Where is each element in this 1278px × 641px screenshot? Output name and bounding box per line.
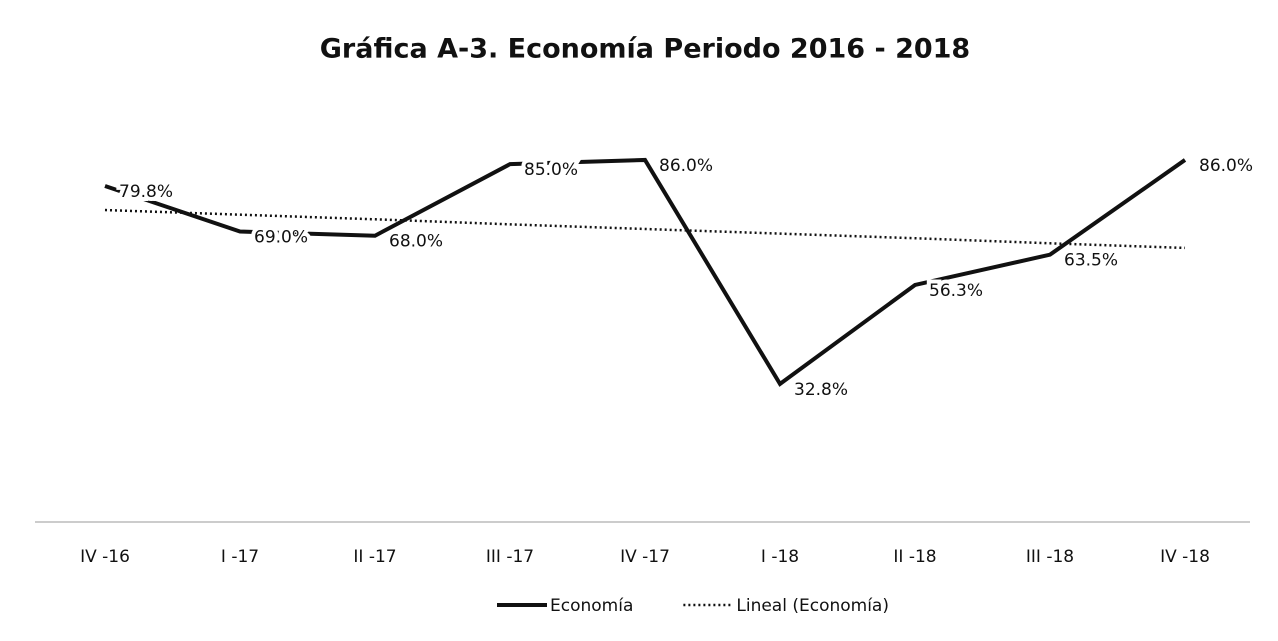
data-line — [104, 157, 1187, 387]
legend-label: Economía — [550, 596, 633, 616]
data-label: 32.8% — [794, 380, 848, 400]
data-label: 85.0% — [524, 160, 578, 180]
x-tick-label: IV -18 — [1160, 547, 1210, 567]
x-tick-label: II -18 — [893, 547, 936, 567]
x-tick-label: III -17 — [486, 547, 534, 567]
x-tick-label: I -18 — [761, 547, 799, 567]
data-label: 79.8% — [119, 182, 173, 202]
data-label: 86.0% — [1199, 156, 1253, 176]
x-tick-label: IV -16 — [80, 547, 130, 567]
legend-label: Lineal (Economía) — [736, 596, 889, 616]
x-tick-label: I -17 — [221, 547, 259, 567]
chart-title: Gráfica A-3. Economía Periodo 2016 - 201… — [320, 34, 970, 65]
data-label: 63.5% — [1064, 251, 1118, 271]
x-tick-label: II -17 — [353, 547, 396, 567]
data-label: 86.0% — [659, 156, 713, 176]
trend-line — [104, 208, 1186, 250]
data-label: 56.3% — [929, 281, 983, 301]
x-tick-label: IV -17 — [620, 547, 670, 567]
x-tick-label: III -18 — [1026, 547, 1074, 567]
data-label: 68.0% — [389, 232, 443, 252]
data-label: 69.0% — [254, 228, 308, 248]
